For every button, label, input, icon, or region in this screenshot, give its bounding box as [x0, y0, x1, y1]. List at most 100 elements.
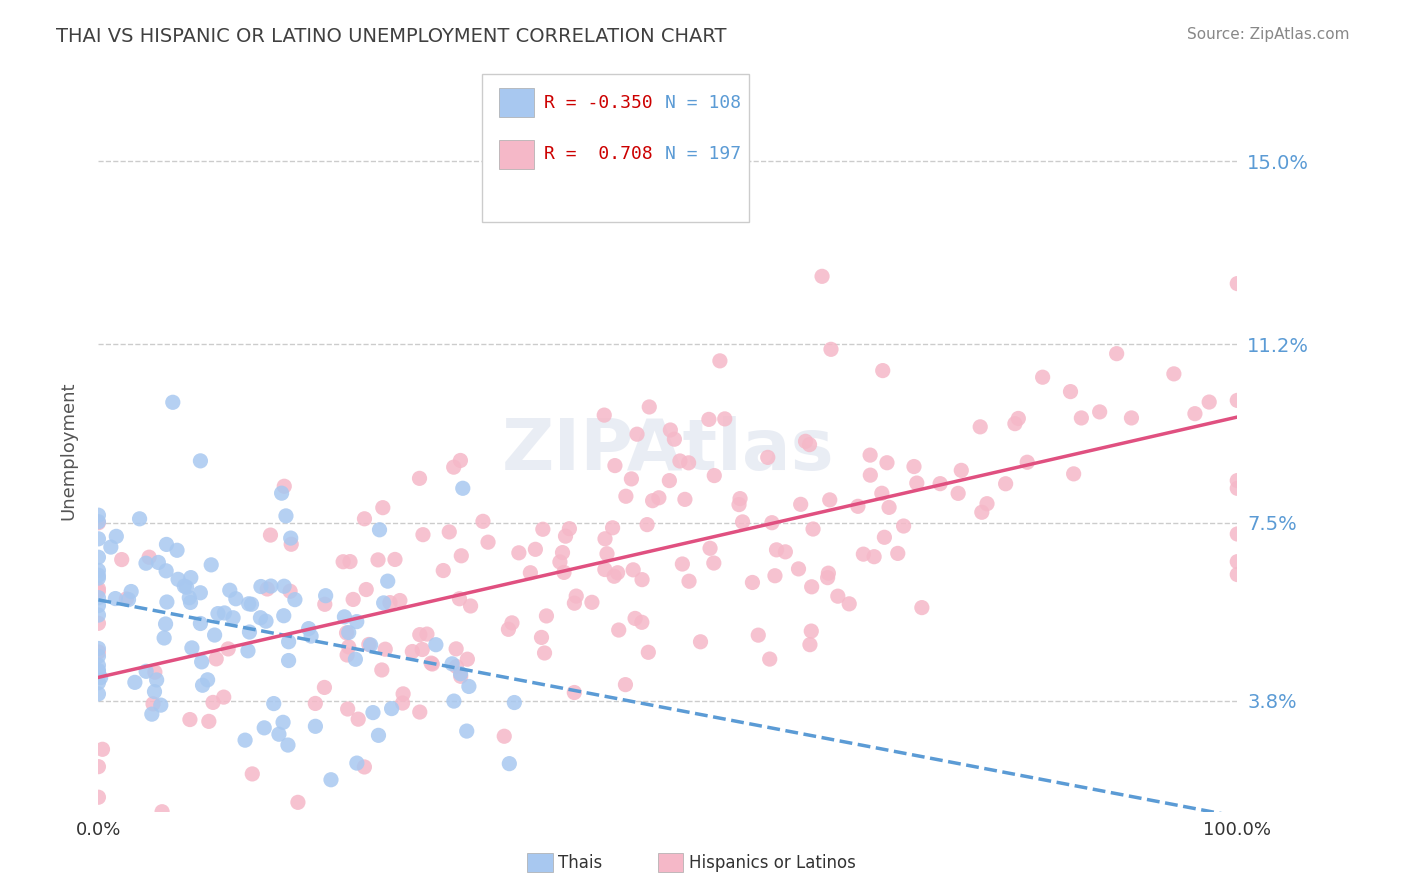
Point — [273, 479, 295, 493]
Point — [450, 549, 472, 563]
Point — [846, 500, 869, 514]
Point — [443, 460, 465, 475]
Point — [198, 714, 221, 729]
Point — [354, 582, 377, 597]
Point — [332, 555, 354, 569]
Point — [148, 556, 170, 570]
Point — [761, 516, 783, 530]
Point — [304, 697, 326, 711]
Point — [637, 645, 659, 659]
Point — [1121, 411, 1143, 425]
Point — [536, 609, 558, 624]
Y-axis label: Unemployment: Unemployment — [59, 381, 77, 520]
Point — [876, 456, 898, 470]
Point — [498, 623, 520, 637]
Point — [212, 690, 235, 705]
Point — [763, 568, 786, 582]
Point — [179, 595, 201, 609]
Point — [128, 512, 150, 526]
Point — [596, 547, 619, 561]
Point — [173, 579, 195, 593]
Point — [155, 537, 177, 551]
Point — [87, 584, 110, 599]
Point — [87, 571, 110, 585]
Point — [581, 595, 603, 609]
Point — [167, 572, 190, 586]
Point — [271, 715, 294, 730]
Point — [240, 597, 263, 611]
Point — [207, 607, 229, 621]
Point — [673, 492, 696, 507]
Point — [204, 628, 226, 642]
Point — [699, 541, 721, 556]
Point — [190, 454, 212, 468]
Point — [254, 614, 277, 628]
Point — [391, 696, 413, 710]
Point — [180, 571, 202, 585]
Point — [508, 546, 530, 560]
Point — [260, 579, 283, 593]
Point — [298, 622, 321, 636]
Point — [863, 549, 886, 564]
Point — [180, 640, 202, 655]
Point — [336, 702, 359, 716]
Point — [531, 522, 554, 536]
Point — [970, 505, 993, 519]
Point — [728, 498, 751, 512]
Point — [1226, 567, 1249, 582]
Point — [678, 456, 700, 470]
Point — [87, 591, 110, 605]
Point — [176, 580, 198, 594]
Point — [852, 547, 875, 561]
Point — [135, 556, 157, 570]
Point — [593, 532, 616, 546]
Text: N = 197: N = 197 — [665, 145, 741, 163]
Point — [472, 514, 495, 528]
Point — [360, 638, 382, 652]
Point — [344, 652, 367, 666]
Point — [713, 412, 735, 426]
Point — [87, 564, 110, 578]
Point — [1004, 417, 1026, 431]
Point — [156, 595, 179, 609]
Point — [408, 471, 430, 485]
Point — [416, 627, 439, 641]
Point — [87, 532, 110, 546]
Point — [1017, 455, 1039, 469]
Point — [799, 638, 821, 652]
Point — [377, 574, 399, 589]
Point — [1032, 370, 1054, 384]
Point — [339, 555, 361, 569]
Point — [149, 698, 172, 712]
Point — [259, 528, 281, 542]
Point — [218, 583, 240, 598]
Point — [374, 642, 396, 657]
Point — [367, 728, 389, 742]
Point — [145, 673, 167, 687]
Point — [443, 694, 465, 708]
Point — [249, 611, 271, 625]
Point — [87, 608, 110, 623]
Point — [284, 592, 307, 607]
Point — [787, 562, 810, 576]
Point — [87, 790, 110, 805]
Point — [872, 363, 894, 377]
Point — [1226, 277, 1249, 291]
Point — [648, 491, 671, 505]
Point — [800, 580, 823, 594]
Point — [1226, 481, 1249, 495]
Point — [346, 756, 368, 770]
Point — [120, 584, 142, 599]
Point — [659, 423, 682, 437]
Point — [929, 476, 952, 491]
Point — [728, 491, 751, 506]
Point — [263, 697, 285, 711]
Point — [603, 569, 626, 583]
Point — [794, 434, 817, 449]
Point — [367, 553, 389, 567]
Point — [371, 663, 394, 677]
Point — [450, 669, 472, 683]
Point — [240, 767, 263, 781]
Point — [621, 563, 644, 577]
Point — [1088, 405, 1111, 419]
